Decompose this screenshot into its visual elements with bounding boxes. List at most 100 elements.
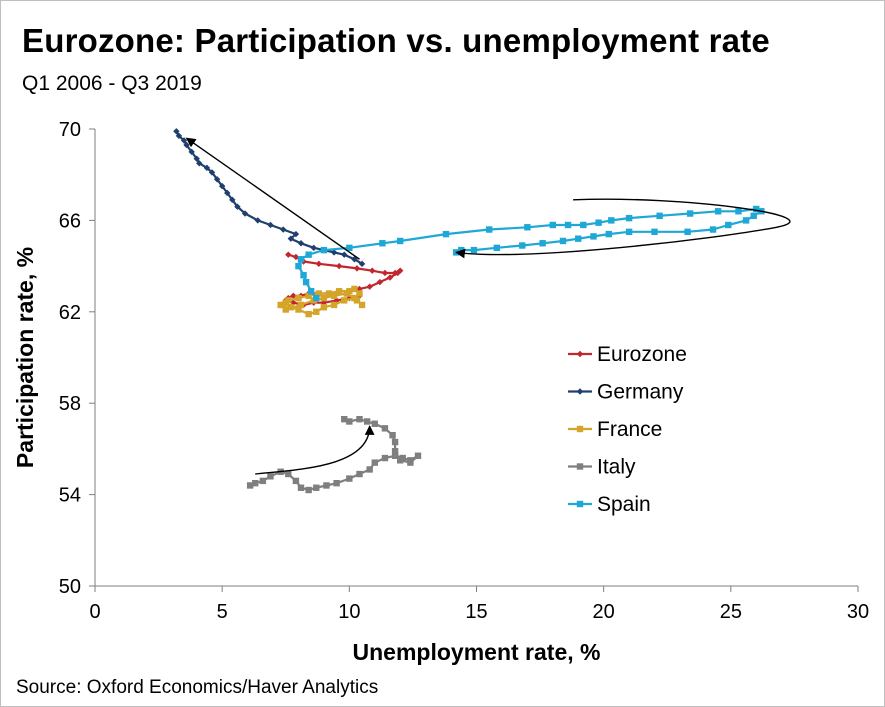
point-italy <box>246 482 254 489</box>
point-spain <box>608 217 615 224</box>
point-italy <box>371 420 378 427</box>
point-spain <box>549 221 556 229</box>
point-eurozone <box>315 260 323 268</box>
point-france <box>343 290 350 297</box>
point-eurozone <box>366 283 373 290</box>
point-france <box>351 285 358 293</box>
annotations-group <box>185 137 791 475</box>
x-tick-label: 5 <box>217 601 228 623</box>
point-germany <box>218 182 226 190</box>
legend-swatch-marker <box>576 388 584 395</box>
point-spain <box>442 230 450 238</box>
annotation-arrow <box>255 425 375 475</box>
point-germany <box>310 244 317 252</box>
point-spain <box>346 244 353 252</box>
point-spain <box>559 237 567 245</box>
point-spain <box>320 246 328 254</box>
point-spain <box>307 288 315 295</box>
legend-swatch-marker <box>576 425 584 433</box>
point-eurozone <box>381 269 389 277</box>
point-france <box>305 310 312 318</box>
point-spain <box>313 294 320 302</box>
point-germany <box>203 164 211 172</box>
point-germany <box>229 196 236 204</box>
point-italy <box>363 418 371 425</box>
point-spain <box>295 262 302 270</box>
point-italy <box>407 459 414 466</box>
point-france <box>358 301 366 309</box>
legend-label: France <box>597 418 662 441</box>
series-france <box>277 285 366 318</box>
point-france <box>305 292 312 300</box>
point-germany <box>234 203 241 210</box>
y-tick-label: 70 <box>59 119 81 141</box>
point-france <box>282 299 289 306</box>
point-italy <box>356 415 363 423</box>
point-eurozone <box>369 267 376 274</box>
point-italy <box>414 452 422 459</box>
point-germany <box>254 217 261 224</box>
x-axis-title: Unemployment rate, % <box>353 639 601 665</box>
point-italy <box>381 425 389 432</box>
point-france <box>277 301 284 309</box>
axes-group: 50 54 58 62 66 70 0 5 10 15 20 25 30 Unemployment rat… <box>12 119 869 665</box>
point-germany <box>193 155 200 162</box>
point-italy <box>346 418 353 425</box>
annotation-arrow <box>185 137 360 260</box>
point-italy <box>305 486 312 494</box>
point-germany <box>188 148 195 156</box>
point-spain <box>302 278 310 286</box>
point-spain <box>714 208 722 215</box>
x-tick-label: 25 <box>720 601 742 623</box>
point-italy <box>391 438 399 446</box>
point-spain <box>686 210 694 217</box>
y-tick-label: 62 <box>59 302 81 324</box>
point-france <box>313 308 320 315</box>
point-italy <box>341 415 348 423</box>
y-tick-label: 50 <box>59 576 81 598</box>
y-tick-label: 54 <box>59 485 81 507</box>
point-eurozone <box>376 278 384 286</box>
legend-label: Germany <box>597 381 684 404</box>
point-germany <box>267 221 274 229</box>
point-italy <box>323 482 330 489</box>
point-italy <box>371 459 378 466</box>
point-france <box>295 306 302 313</box>
point-germany <box>208 169 216 176</box>
x-tick-label: 0 <box>89 601 100 623</box>
point-spain <box>300 272 307 279</box>
point-spain <box>486 226 493 233</box>
point-italy <box>259 477 267 485</box>
x-tick-label: 30 <box>847 601 869 623</box>
point-italy <box>389 431 396 439</box>
point-eurozone <box>386 274 394 281</box>
chart-subtitle: Q1 2006 - Q3 2019 <box>22 72 202 95</box>
point-france <box>325 290 333 297</box>
point-eurozone <box>290 292 297 300</box>
point-italy <box>252 479 259 487</box>
annotation-arrow <box>455 198 791 259</box>
point-germany <box>173 128 180 135</box>
point-italy <box>366 466 373 473</box>
point-spain <box>575 235 582 242</box>
legend-label: Eurozone <box>597 343 687 366</box>
point-spain <box>684 228 691 236</box>
legend-item-germany: Germany <box>568 381 684 404</box>
point-france <box>341 297 348 304</box>
point-france <box>297 301 305 309</box>
point-spain <box>493 244 501 252</box>
point-italy <box>333 479 340 487</box>
point-spain <box>397 237 404 245</box>
x-tick-label: 15 <box>465 601 487 623</box>
point-france <box>320 304 328 311</box>
point-italy <box>313 484 320 491</box>
point-germany <box>292 230 300 238</box>
legend: Eurozone Germany France Italy Spain <box>568 343 687 516</box>
legend-item-spain: Spain <box>568 493 651 516</box>
chart-source: Source: Oxford Economics/Haver Analytics <box>16 677 379 698</box>
point-spain <box>753 205 760 213</box>
point-italy <box>356 470 363 478</box>
point-germany <box>280 226 287 233</box>
point-spain <box>564 221 572 229</box>
series-italy <box>246 415 422 494</box>
